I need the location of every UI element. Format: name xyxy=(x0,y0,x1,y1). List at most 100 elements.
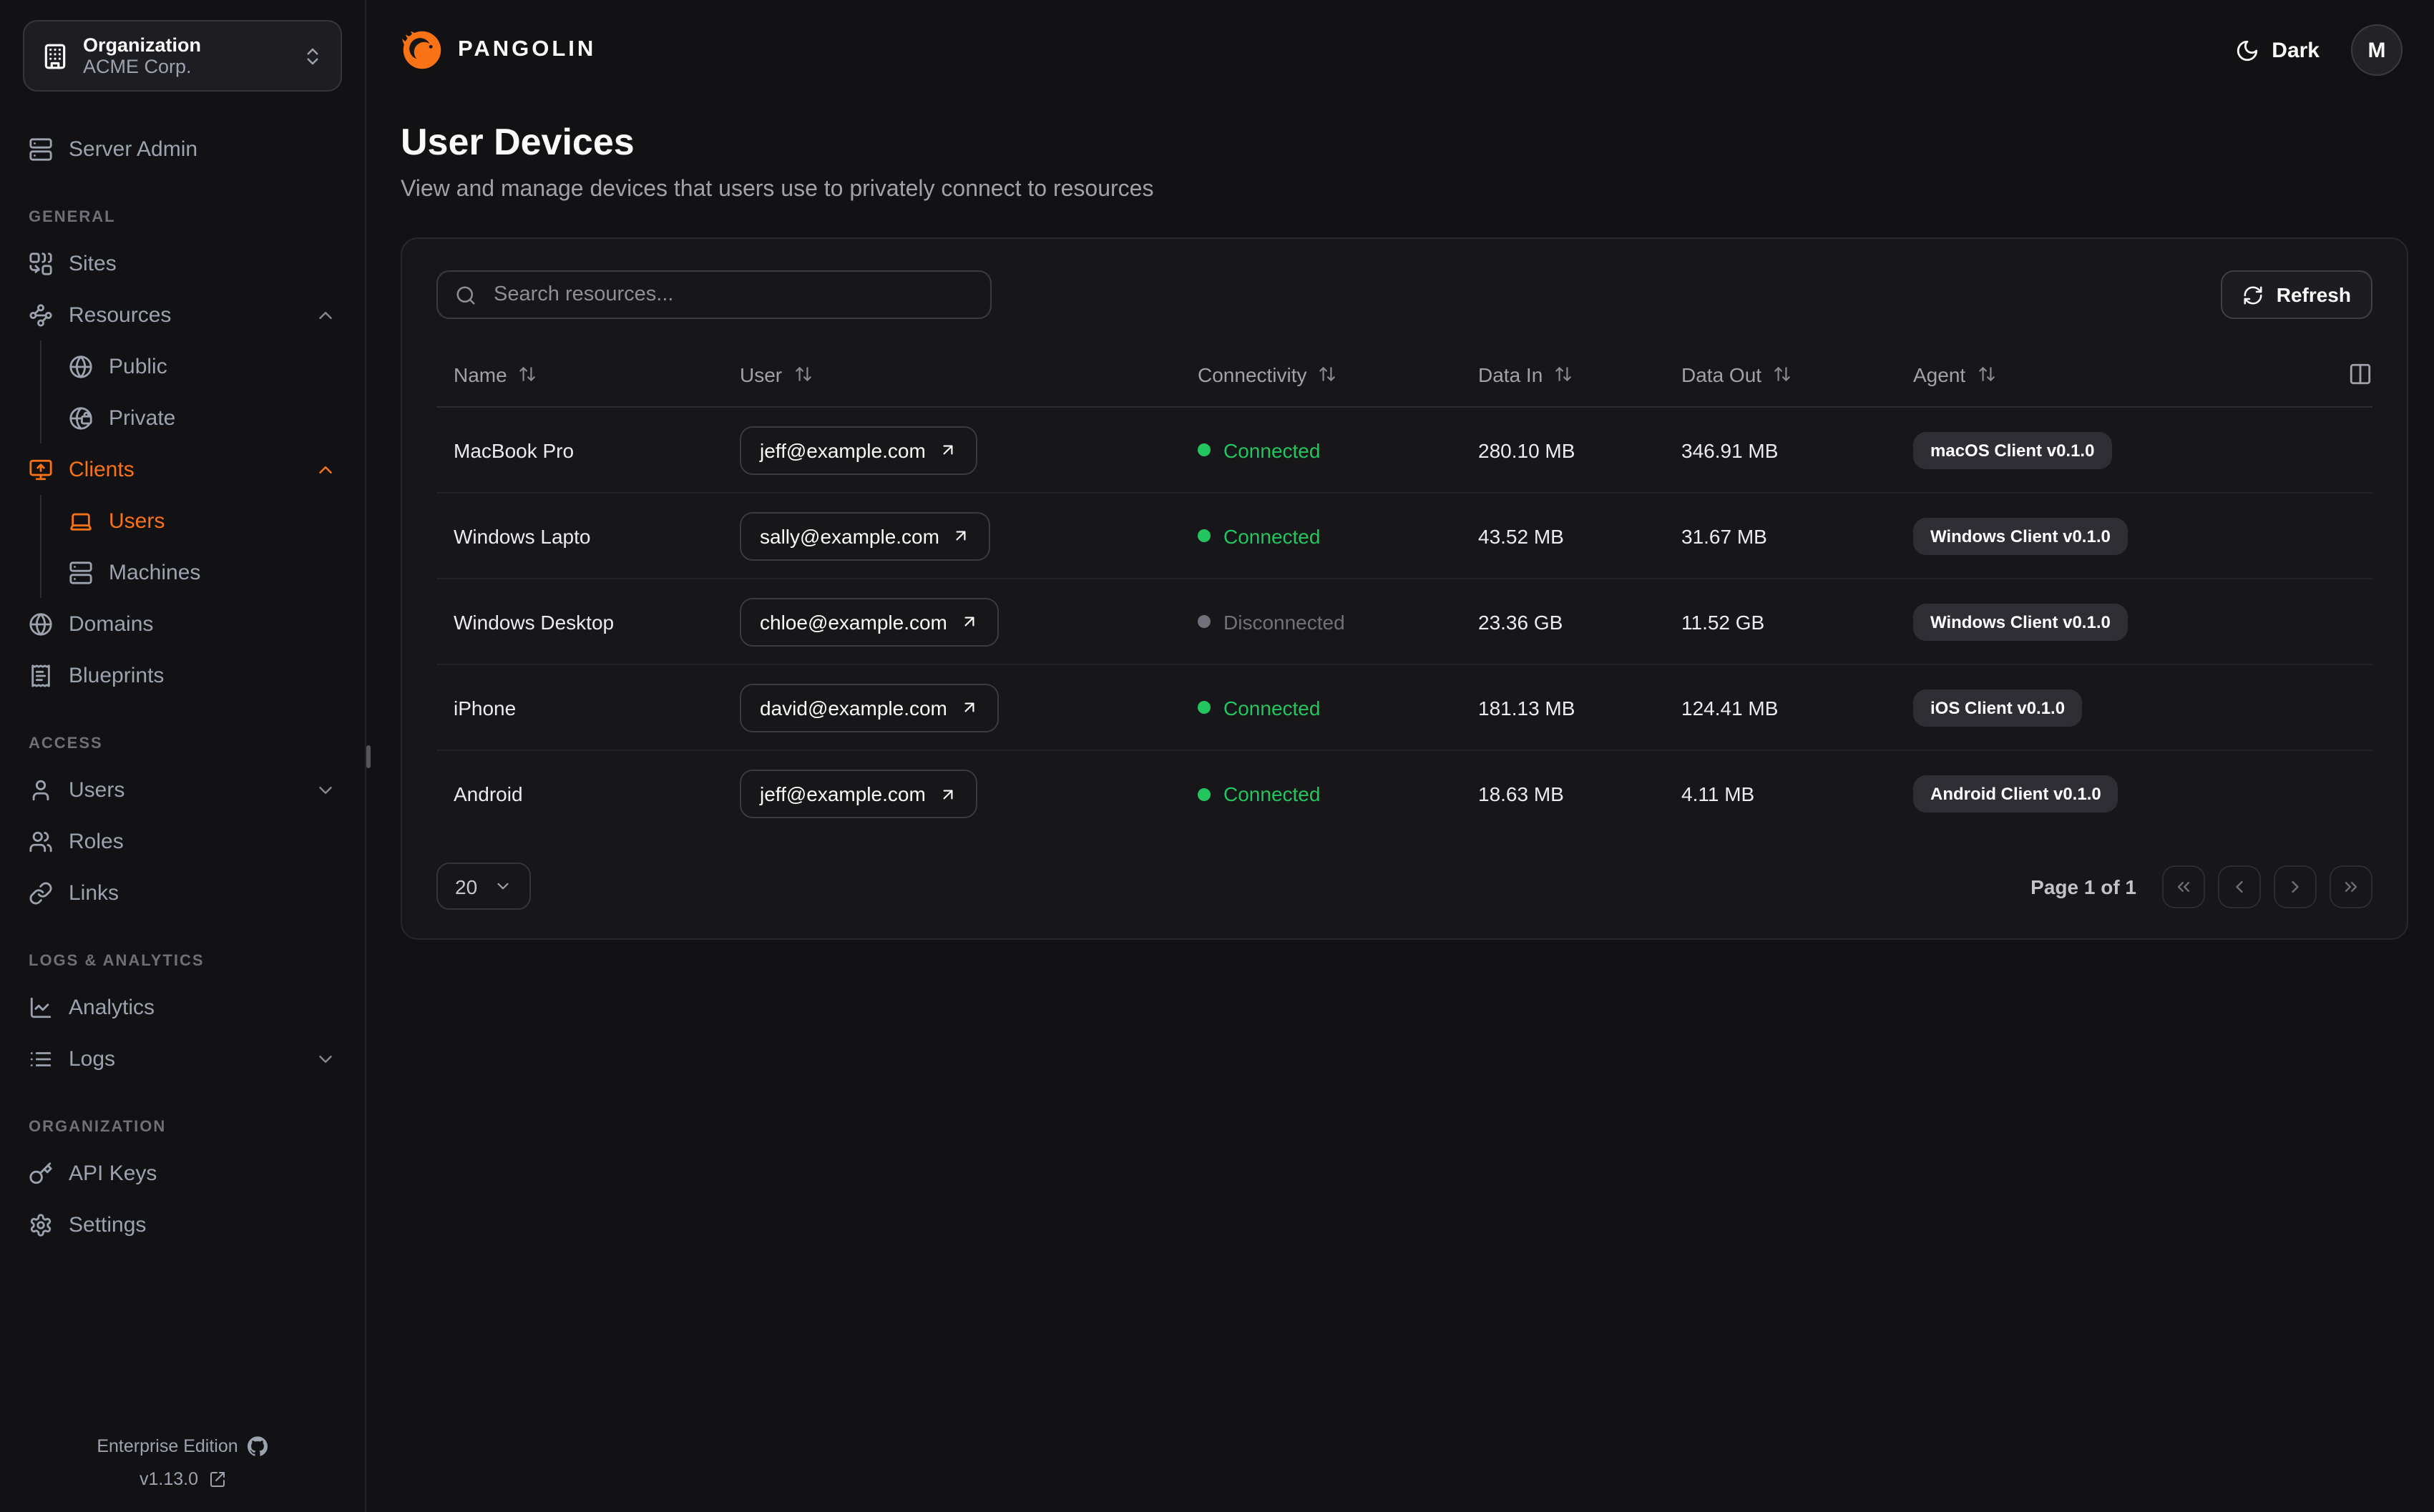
sidebar-item-client-users[interactable]: Users xyxy=(63,495,342,546)
sidebar-item-server-admin[interactable]: Server Admin xyxy=(23,123,342,175)
sidebar-item-roles[interactable]: Roles xyxy=(23,815,342,867)
sidebar-nav: Server Admin GENERAL Sites Resources Pub… xyxy=(23,123,342,1250)
link-icon xyxy=(29,880,53,905)
column-header-user[interactable]: User xyxy=(740,363,1198,386)
refresh-button[interactable]: Refresh xyxy=(2220,270,2372,319)
column-header-data-out[interactable]: Data Out xyxy=(1681,363,1913,386)
sidebar-item-settings[interactable]: Settings xyxy=(23,1199,342,1250)
agent-badge: iOS Client v0.1.0 xyxy=(1913,689,2083,726)
user-link-button[interactable]: jeff@example.com xyxy=(740,426,977,474)
first-page-button[interactable] xyxy=(2162,865,2205,908)
topbar: PANGOLIN Dark M xyxy=(366,0,2434,100)
sort-icon xyxy=(1554,365,1573,383)
status-dot xyxy=(1198,529,1211,542)
last-page-button[interactable] xyxy=(2330,865,2372,908)
brand-name: PANGOLIN xyxy=(458,37,597,62)
device-name: Android xyxy=(454,782,523,805)
user-link-button[interactable]: chloe@example.com xyxy=(740,597,999,646)
section-title-organization: ORGANIZATION xyxy=(29,1119,167,1136)
connectivity-status: Connected xyxy=(1198,696,1478,719)
status-label: Connected xyxy=(1223,782,1321,805)
column-header-data-in[interactable]: Data In xyxy=(1478,363,1681,386)
org-selector[interactable]: Organization ACME Corp. xyxy=(23,20,342,92)
device-name: Windows Lapto xyxy=(454,524,591,547)
status-dot xyxy=(1198,443,1211,456)
search-input[interactable] xyxy=(491,282,973,308)
columns-toggle-button[interactable] xyxy=(2348,362,2372,386)
chevron-left-icon xyxy=(2229,876,2249,896)
page-size-select[interactable]: 20 xyxy=(436,863,531,910)
user-email: chloe@example.com xyxy=(760,610,947,633)
sidebar-item-api-keys[interactable]: API Keys xyxy=(23,1147,342,1199)
sidebar-item-access-users[interactable]: Users xyxy=(23,764,342,815)
status-label: Connected xyxy=(1223,524,1321,547)
globe-icon xyxy=(29,612,53,636)
sidebar-item-links[interactable]: Links xyxy=(23,867,342,918)
column-header-agent[interactable]: Agent xyxy=(1913,363,2330,386)
page-size-value: 20 xyxy=(455,875,478,898)
pagination-buttons xyxy=(2162,865,2372,908)
clients-subgroup: Users Machines xyxy=(40,495,342,598)
sidebar-item-machines[interactable]: Machines xyxy=(63,546,342,598)
user-link-button[interactable]: david@example.com xyxy=(740,683,999,732)
page-head: User Devices View and manage devices tha… xyxy=(366,100,2434,203)
table-row: Android jeff@example.com Connected 18.63… xyxy=(436,751,2372,837)
main-area: PANGOLIN Dark M User Devices View and ma… xyxy=(366,0,2434,1512)
sort-icon xyxy=(519,365,537,383)
user-cell: jeff@example.com xyxy=(740,770,1198,818)
user-email: jeff@example.com xyxy=(760,782,926,805)
column-header-connectivity[interactable]: Connectivity xyxy=(1198,363,1478,386)
chevron-up-icon xyxy=(315,304,336,325)
theme-toggle[interactable]: Dark xyxy=(2234,38,2320,62)
server-icon xyxy=(29,137,53,161)
sidebar-item-domains[interactable]: Domains xyxy=(23,598,342,649)
sidebar-scrollbar-thumb[interactable] xyxy=(366,745,371,768)
user-link-button[interactable]: sally@example.com xyxy=(740,511,991,560)
data-out-value: 11.52 GB xyxy=(1681,610,1765,633)
sidebar-item-sites[interactable]: Sites xyxy=(23,237,342,289)
edition-line[interactable]: Enterprise Edition xyxy=(97,1436,268,1456)
user-icon xyxy=(29,777,53,802)
server-icon xyxy=(69,560,93,584)
moon-icon xyxy=(2234,38,2259,62)
data-in-value: 18.63 MB xyxy=(1478,782,1564,805)
data-in-value: 280.10 MB xyxy=(1478,438,1575,461)
data-out-value: 124.41 MB xyxy=(1681,696,1779,719)
sidebar-item-label: Server Admin xyxy=(69,137,198,161)
search-box xyxy=(436,270,992,319)
user-cell: jeff@example.com xyxy=(740,426,1198,474)
chevron-up-icon xyxy=(315,458,336,480)
arrow-up-right-icon xyxy=(960,698,979,717)
status-dot xyxy=(1198,787,1211,800)
next-page-button[interactable] xyxy=(2274,865,2317,908)
device-name: MacBook Pro xyxy=(454,438,575,461)
sidebar-item-analytics[interactable]: Analytics xyxy=(23,981,342,1033)
user-link-button[interactable]: jeff@example.com xyxy=(740,770,977,818)
connectivity-status: Connected xyxy=(1198,438,1478,461)
waypoints-icon xyxy=(29,303,53,327)
avatar[interactable]: M xyxy=(2351,24,2403,76)
data-out-value: 4.11 MB xyxy=(1681,782,1755,805)
previous-page-button[interactable] xyxy=(2218,865,2261,908)
sidebar: Organization ACME Corp. Server Admin GEN… xyxy=(0,0,366,1512)
brand[interactable]: PANGOLIN xyxy=(401,29,596,72)
sidebar-item-clients[interactable]: Clients xyxy=(23,443,342,495)
data-out-value: 31.67 MB xyxy=(1681,524,1767,547)
user-email: sally@example.com xyxy=(760,524,939,547)
arrow-up-right-icon xyxy=(939,785,957,803)
sidebar-item-private[interactable]: Private xyxy=(63,392,342,443)
sidebar-item-label: Blueprints xyxy=(69,663,165,687)
devices-card: Refresh Name User Connectivity xyxy=(401,237,2408,940)
sidebar-item-blueprints[interactable]: Blueprints xyxy=(23,649,342,701)
sidebar-item-label: Domains xyxy=(69,612,154,636)
agent-cell: Windows Client v0.1.0 xyxy=(1913,603,2330,640)
version-line[interactable]: v1.13.0 xyxy=(140,1469,225,1489)
arrow-up-right-icon xyxy=(952,526,971,545)
device-name: iPhone xyxy=(454,696,517,719)
sidebar-item-public[interactable]: Public xyxy=(63,340,342,392)
sidebar-item-resources[interactable]: Resources xyxy=(23,289,342,340)
monitor-up-icon xyxy=(29,457,53,481)
sidebar-item-logs[interactable]: Logs xyxy=(23,1033,342,1084)
org-label: Organization xyxy=(83,34,202,55)
column-header-name[interactable]: Name xyxy=(436,363,740,386)
